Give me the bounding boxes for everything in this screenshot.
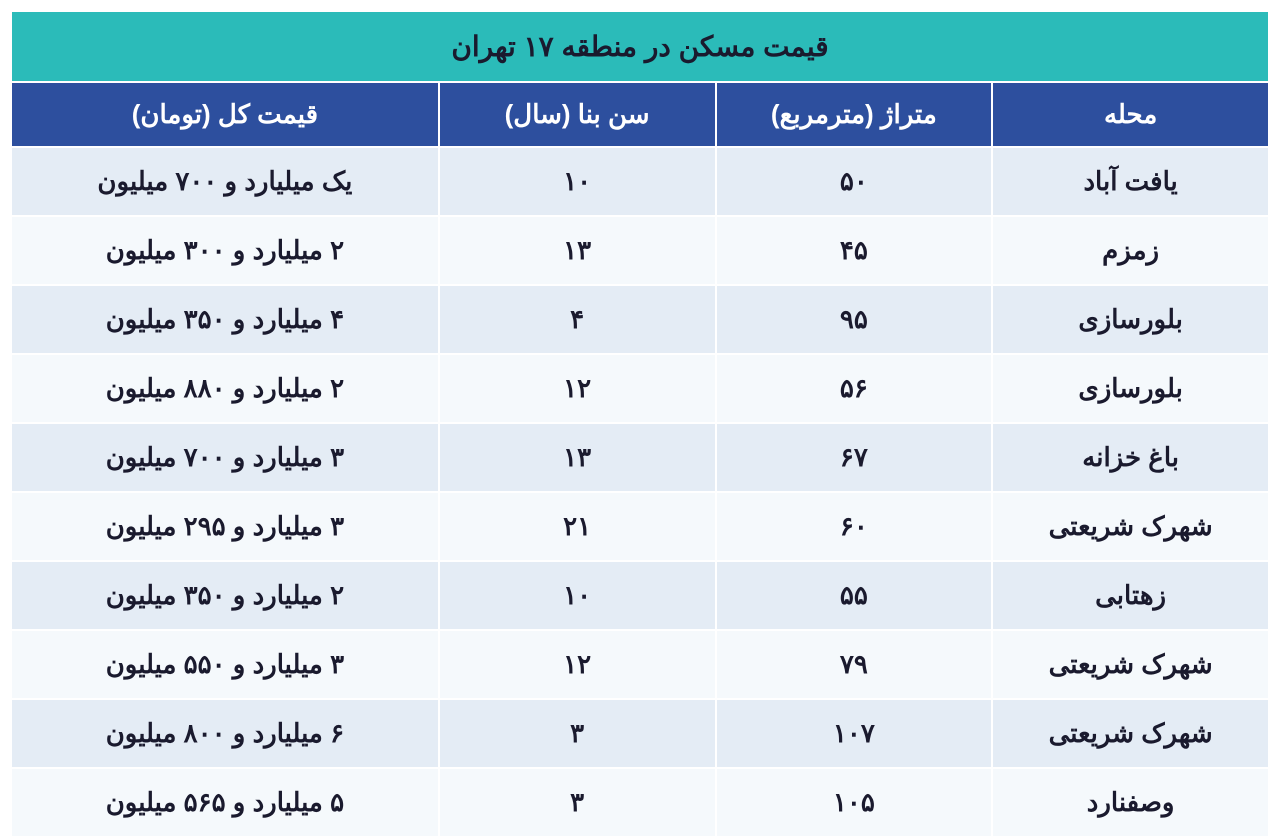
- cell-age: ۱۲: [439, 630, 716, 699]
- cell-age: ۱۰: [439, 147, 716, 216]
- col-header-price: قیمت کل (تومان): [11, 82, 439, 147]
- cell-neighborhood: شهرک شریعتی: [992, 492, 1269, 561]
- table-row: شهرک شریعتی۶۰۲۱۳ میلیارد و ۲۹۵ میلیون: [11, 492, 1269, 561]
- col-header-age: سن بنا (سال): [439, 82, 716, 147]
- title-row: قیمت مسکن در منطقه ۱۷ تهران: [11, 11, 1269, 82]
- cell-neighborhood: زهتابی: [992, 561, 1269, 630]
- cell-age: ۴: [439, 285, 716, 354]
- housing-price-table: قیمت مسکن در منطقه ۱۷ تهران محله متراژ (…: [10, 10, 1270, 838]
- table-row: زمزم۴۵۱۳۲ میلیارد و ۳۰۰ میلیون: [11, 216, 1269, 285]
- table-row: بلورسازی۹۵۴۴ میلیارد و ۳۵۰ میلیون: [11, 285, 1269, 354]
- cell-age: ۳: [439, 768, 716, 837]
- cell-area: ۴۵: [716, 216, 993, 285]
- cell-price: ۳ میلیارد و ۵۵۰ میلیون: [11, 630, 439, 699]
- cell-price: ۲ میلیارد و ۸۸۰ میلیون: [11, 354, 439, 423]
- cell-area: ۷۹: [716, 630, 993, 699]
- cell-area: ۱۰۵: [716, 768, 993, 837]
- table-body: یافت آباد۵۰۱۰یک میلیارد و ۷۰۰ میلیونزمزم…: [11, 147, 1269, 837]
- cell-price: ۵ میلیارد و ۵۶۵ میلیون: [11, 768, 439, 837]
- cell-neighborhood: شهرک شریعتی: [992, 630, 1269, 699]
- cell-neighborhood: زمزم: [992, 216, 1269, 285]
- table-row: بلورسازی۵۶۱۲۲ میلیارد و ۸۸۰ میلیون: [11, 354, 1269, 423]
- cell-neighborhood: شهرک شریعتی: [992, 699, 1269, 768]
- table-row: یافت آباد۵۰۱۰یک میلیارد و ۷۰۰ میلیون: [11, 147, 1269, 216]
- cell-neighborhood: وصفنارد: [992, 768, 1269, 837]
- table-row: باغ خزانه۶۷۱۳۳ میلیارد و ۷۰۰ میلیون: [11, 423, 1269, 492]
- cell-neighborhood: بلورسازی: [992, 354, 1269, 423]
- cell-area: ۵۰: [716, 147, 993, 216]
- cell-neighborhood: بلورسازی: [992, 285, 1269, 354]
- cell-age: ۱۳: [439, 423, 716, 492]
- cell-price: یک میلیارد و ۷۰۰ میلیون: [11, 147, 439, 216]
- cell-age: ۱۲: [439, 354, 716, 423]
- cell-price: ۲ میلیارد و ۳۰۰ میلیون: [11, 216, 439, 285]
- col-header-neighborhood: محله: [992, 82, 1269, 147]
- cell-price: ۳ میلیارد و ۷۰۰ میلیون: [11, 423, 439, 492]
- cell-area: ۵۵: [716, 561, 993, 630]
- cell-area: ۱۰۷: [716, 699, 993, 768]
- cell-price: ۳ میلیارد و ۲۹۵ میلیون: [11, 492, 439, 561]
- cell-neighborhood: باغ خزانه: [992, 423, 1269, 492]
- cell-area: ۹۵: [716, 285, 993, 354]
- cell-price: ۲ میلیارد و ۳۵۰ میلیون: [11, 561, 439, 630]
- cell-age: ۳: [439, 699, 716, 768]
- cell-area: ۵۶: [716, 354, 993, 423]
- col-header-area: متراژ (مترمربع): [716, 82, 993, 147]
- cell-age: ۱۰: [439, 561, 716, 630]
- cell-area: ۶۰: [716, 492, 993, 561]
- header-row: محله متراژ (مترمربع) سن بنا (سال) قیمت ک…: [11, 82, 1269, 147]
- cell-area: ۶۷: [716, 423, 993, 492]
- cell-neighborhood: یافت آباد: [992, 147, 1269, 216]
- table-title: قیمت مسکن در منطقه ۱۷ تهران: [11, 11, 1269, 82]
- table-row: زهتابی۵۵۱۰۲ میلیارد و ۳۵۰ میلیون: [11, 561, 1269, 630]
- table-row: شهرک شریعتی۱۰۷۳۶ میلیارد و ۸۰۰ میلیون: [11, 699, 1269, 768]
- cell-age: ۱۳: [439, 216, 716, 285]
- table-row: وصفنارد۱۰۵۳۵ میلیارد و ۵۶۵ میلیون: [11, 768, 1269, 837]
- cell-age: ۲۱: [439, 492, 716, 561]
- table-row: شهرک شریعتی۷۹۱۲۳ میلیارد و ۵۵۰ میلیون: [11, 630, 1269, 699]
- cell-price: ۴ میلیارد و ۳۵۰ میلیون: [11, 285, 439, 354]
- cell-price: ۶ میلیارد و ۸۰۰ میلیون: [11, 699, 439, 768]
